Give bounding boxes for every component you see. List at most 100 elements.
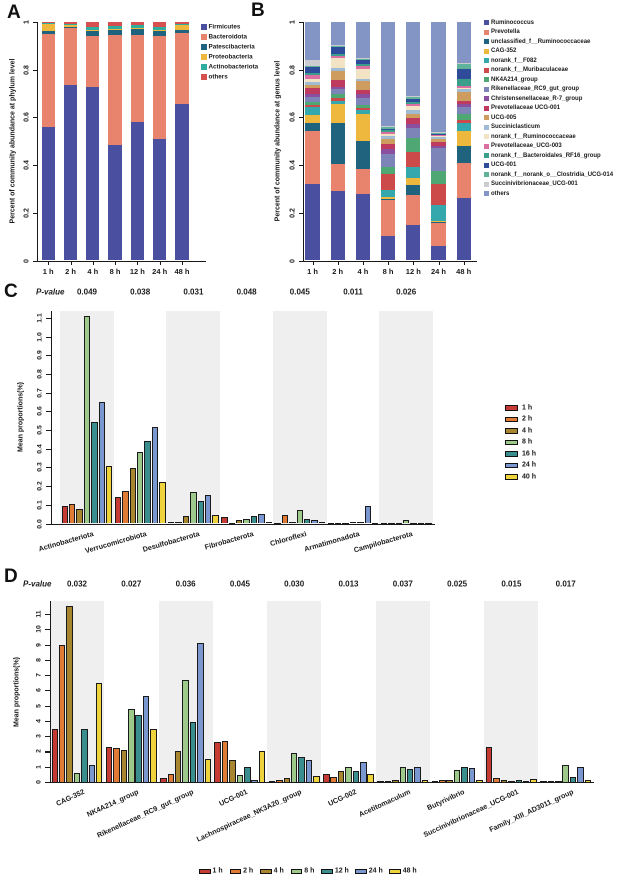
group-label-Chloroflexi: Chloroflexi [268, 528, 308, 548]
bar-segment-Christensenellaceae_R-7_group [305, 94, 320, 97]
bar-segment-norank_f__norank_o__Clostridia_UCG-014 [381, 126, 396, 129]
y-tick-label: 1 [289, 20, 296, 24]
bar-CAG-352-12 h [81, 729, 88, 782]
legend-swatch-Ruminococcus [484, 20, 489, 25]
bar-UCG-001-2 h [221, 740, 229, 782]
bar-segment-Firmicutes [153, 138, 167, 261]
x-category-label: 12 h [129, 266, 145, 276]
y-axis [37, 21, 39, 262]
legend-label-24 h: 24 h [368, 867, 383, 875]
x-category-label: 8 h [109, 266, 121, 276]
legend-swatch-1 h [505, 405, 518, 411]
bar-segment-Bacteroidota [41, 33, 55, 127]
bar-Actinobacteriota-1 h [61, 505, 69, 524]
bar-NK4A214_group-24 h [142, 696, 150, 782]
bar-Family_XIII_AD3011_group-48 h [584, 780, 592, 782]
bar-Actinobacteriota-2 h [68, 503, 76, 524]
bar-segment-UCG-005 [456, 91, 471, 102]
legend-swatch-Prevotellaceae UCG-001 [484, 105, 489, 111]
x-category-label: 4 h [357, 266, 369, 276]
bar-segment-Bacteroidota [130, 34, 145, 123]
bar-segment-Patescibacteria [63, 26, 78, 28]
bar-Rikenellaceae_RC9_gut_group-24 h [197, 643, 204, 782]
bar-UCG-002-1 h [323, 774, 330, 782]
legend-label-norank_f__F082: norank_f__F082 [491, 57, 537, 64]
y-tick [33, 212, 37, 214]
x-tick [92, 261, 94, 265]
bar-Chloroflexi-2 h [281, 515, 289, 524]
bar-segment-Proteobacteria [63, 24, 78, 27]
bar-Chloroflexi-16 h [303, 518, 311, 524]
y-axis-title: Mean proportions(%) [17, 382, 25, 453]
bar-Butyrivibrio-2 h [439, 780, 446, 782]
bar-segment-others [406, 22, 421, 96]
y-axis-title: Percent of community abundance at phylum… [9, 58, 17, 224]
bar-segment-norank_f__F082 [406, 166, 421, 179]
bar-CAG-352-24 h [88, 765, 96, 782]
legend-swatch-norank_f__Ruminococcaceae [484, 134, 489, 139]
legend-swatch-norank_f__Bacteroidales_RF16_group [484, 153, 489, 158]
bar-segment-norank_f__Ruminococcaceae [355, 68, 370, 79]
bar-segment-norank_f__Muribaculaceae [381, 173, 396, 191]
legend-label-Patescibacteria: Patescibacteria [208, 43, 255, 51]
legend-swatch-unclassified_f__Ruminococcaceae [484, 39, 489, 44]
y-tick-label: 0.5 [36, 425, 44, 435]
bar-segment-unclassified_f__Ruminococcaceae [381, 199, 396, 201]
pvalue-NK4A214_group: 0.027 [121, 579, 142, 589]
x-tick [182, 261, 184, 265]
bar-segment-NK4A214_group [406, 137, 421, 153]
pvalue-Actinobacteriota: 0.049 [76, 287, 98, 297]
legend-label-Bacteroidota: Bacteroidota [208, 33, 248, 41]
legend-swatch-norank_f__norank_o__Clostridia_UCG-014 [484, 172, 489, 177]
bar-segment-Prevotellaceae_UCG-003 [406, 104, 421, 107]
bar-Chloroflexi-40 h [318, 521, 326, 524]
bar-segment-Bacteroidota [63, 27, 78, 86]
pvalue-Verrucomicrobiota: 0.038 [130, 287, 151, 297]
x-axis [37, 260, 206, 262]
x-tick [438, 261, 440, 265]
bar-segment-Bacteroidota [153, 36, 167, 139]
legend-label-8 h: 8 h [304, 867, 315, 875]
y-tick [298, 69, 303, 71]
legend-swatch-40 h [505, 474, 518, 480]
legend-swatch-Christensenellaceae_R-7_group [484, 96, 489, 101]
y-tick-label: 0.2 [289, 207, 296, 218]
bar-segment-Patescibacteria [153, 30, 167, 37]
bar-Butyrivibrio-8 h [453, 769, 461, 782]
y-tick [46, 467, 52, 469]
y-tick-label: 0.4 [36, 443, 44, 454]
bar-segment-Rikenellaceae_RC9_gut_group [456, 106, 471, 114]
bar-UCG-002-48 h [367, 773, 374, 782]
x-category-label: 12 h [405, 266, 421, 276]
y-tick [33, 69, 37, 71]
bar-Family_XIII_AD3011_group-1 h [540, 781, 547, 783]
bar-segment-Rikenellaceae_RC9_gut_group [406, 127, 421, 138]
y-tick [45, 720, 50, 722]
bar-segment-norank_f__Bacteroidales_RF16_group [381, 130, 396, 132]
bar-segment-Succiniclasticum [431, 136, 446, 139]
legend-swatch-2 h [505, 416, 518, 422]
bar-segment-Ruminococcus [381, 236, 396, 261]
bar-Verrucomicrobiota-2 h [122, 490, 129, 524]
legend-label-2 h: 2 h [243, 867, 254, 875]
bar-segment-Prevotellaceae UCG-001 [330, 80, 345, 88]
bar-Lachnospiraceae_NK3A20_group-24 h [305, 759, 313, 782]
bar-Desulfobacterota-1 h [167, 521, 175, 524]
pvalue-Rikenellaceae_RC9_gut_group: 0.036 [175, 579, 196, 589]
y-tick [46, 355, 52, 357]
panel-b-label: B [251, 0, 265, 21]
bar-Butyrivibrio-12 h [461, 767, 468, 782]
bar-segment-others [130, 21, 145, 26]
bar-segment-Actinobacteriota [108, 25, 122, 30]
y-tick-label: 8 [35, 657, 43, 662]
y-tick-label: 5 [35, 703, 43, 708]
y-tick-label: 0 [35, 780, 43, 784]
bar-segment-Firmicutes [130, 122, 145, 261]
group-label-Campilobacterota: Campilobacterota [352, 528, 414, 554]
x-category-label: 48 h [174, 266, 190, 276]
bar-Actinobacteriota-24 h [98, 401, 106, 524]
bar-UCG-001-1 h [214, 742, 221, 782]
bar-segment-Bacteroidota [108, 35, 122, 145]
bar-segment-others [41, 21, 55, 24]
bar-Verrucomicrobiota-4 h [129, 468, 137, 524]
